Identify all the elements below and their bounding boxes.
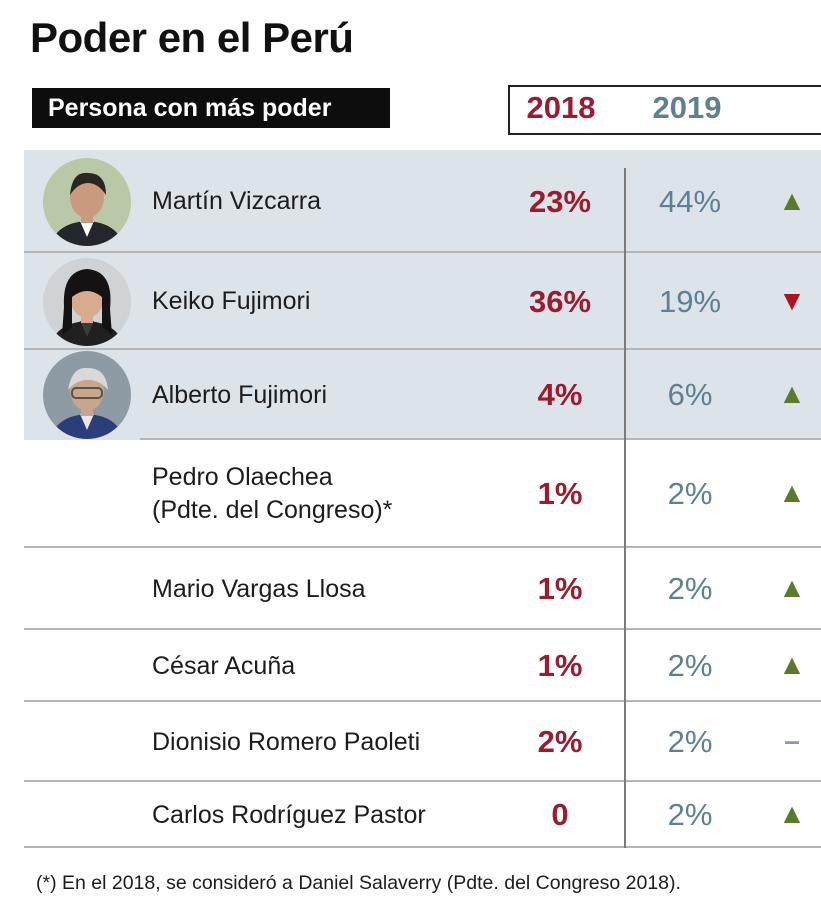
value-2018: 1%: [537, 571, 583, 606]
person-name: Keiko Fujimori: [152, 285, 310, 318]
photo-keiko: [42, 257, 132, 347]
value-2019: 2%: [667, 724, 713, 759]
value-2018: 1%: [537, 476, 583, 511]
value-2019: 2%: [667, 476, 713, 511]
row-separator: [24, 780, 821, 782]
footnote: (*) En el 2018, se consideró a Daniel Sa…: [36, 872, 681, 894]
row-background: [24, 350, 821, 440]
person-name: Mario Vargas Llosa: [152, 573, 366, 606]
value-2018: 23%: [528, 183, 592, 219]
table-row: Martín Vizcarra 23% 44% ▲: [0, 150, 821, 253]
person-name-line: Martín Vizcarra: [152, 187, 322, 215]
arrow-up-icon: ▲: [778, 477, 806, 508]
person-name: Dionisio Romero Paoleti: [152, 726, 420, 759]
row-background: [24, 253, 821, 350]
year-2018-header: 2018: [526, 90, 596, 125]
row-separator: [24, 251, 821, 253]
value-2019: 2%: [667, 571, 713, 606]
value-2018: 36%: [528, 283, 592, 319]
row-separator: [24, 700, 821, 702]
person-name-line: Pedro Olaechea: [152, 463, 333, 491]
value-2019: 19%: [658, 283, 722, 319]
person-name: Carlos Rodríguez Pastor: [152, 799, 426, 832]
year-2019-header: 2019: [652, 90, 722, 125]
table-row: Mario Vargas Llosa 1% 2% ▲: [0, 548, 821, 630]
arrow-up-icon: ▲: [778, 184, 806, 216]
value-2018: 4%: [537, 377, 583, 412]
photo-vizcarra: [42, 157, 132, 247]
value-2019: 2%: [667, 797, 713, 832]
arrow-up-icon: ▲: [778, 798, 806, 829]
person-name-line: Mario Vargas Llosa: [152, 574, 366, 603]
person-name-line: Alberto Fujimori: [152, 380, 328, 409]
person-name: Martín Vizcarra: [152, 185, 321, 218]
table-row: César Acuña 1% 2% ▲: [0, 630, 821, 702]
person-name-line: Carlos Rodríguez Pastor: [152, 800, 426, 829]
subtitle-label: Persona con más poder: [48, 93, 332, 122]
table-row: Keiko Fujimori 36% 19% ▼: [0, 253, 821, 350]
person-name: Alberto Fujimori: [152, 379, 327, 412]
person-name-line: (Pdte. del Congreso)*: [152, 496, 393, 524]
value-2019: 2%: [667, 648, 713, 683]
table-row: Pedro Olaechea (Pdte. del Congreso)* 1% 2% ▲: [0, 440, 821, 548]
person-name-line: Dionisio Romero Paoleti: [152, 727, 421, 756]
arrow-up-icon: ▲: [778, 649, 806, 680]
page-title: Poder en el Perú: [30, 14, 354, 61]
arrow-up-icon: ▲: [778, 378, 806, 409]
row-separator: [24, 628, 821, 630]
year-header-box: [508, 85, 821, 135]
value-2018: 0: [551, 797, 569, 832]
table-row: Alberto Fujimori 4% 6% ▲: [0, 350, 821, 440]
row-separator: [24, 846, 821, 848]
column-divider: [624, 168, 626, 848]
value-2018: 2%: [537, 724, 583, 759]
person-name-line: César Acuña: [152, 651, 296, 680]
row-background: [24, 150, 821, 253]
table-row: Carlos Rodríguez Pastor 0 2% ▲: [0, 782, 821, 848]
row-separator: [24, 348, 821, 350]
person-name-line: Keiko Fujimori: [152, 287, 311, 315]
row-separator: [24, 546, 821, 548]
subtitle-bar: Persona con más poder: [32, 88, 390, 128]
value-2018: 1%: [537, 648, 583, 683]
table-row: Dionisio Romero Paoleti 2% 2% –: [0, 702, 821, 782]
arrow-up-icon: ▲: [778, 572, 806, 603]
person-name: César Acuña: [152, 650, 295, 683]
value-2019: 6%: [667, 377, 713, 412]
person-name: Pedro Olaechea (Pdte. del Congreso)*: [152, 461, 392, 527]
value-2019: 44%: [658, 183, 722, 219]
photo-alberto: [42, 350, 132, 440]
dash-icon: –: [784, 725, 800, 756]
arrow-down-icon: ▼: [778, 284, 806, 316]
row-separator: [140, 438, 821, 440]
